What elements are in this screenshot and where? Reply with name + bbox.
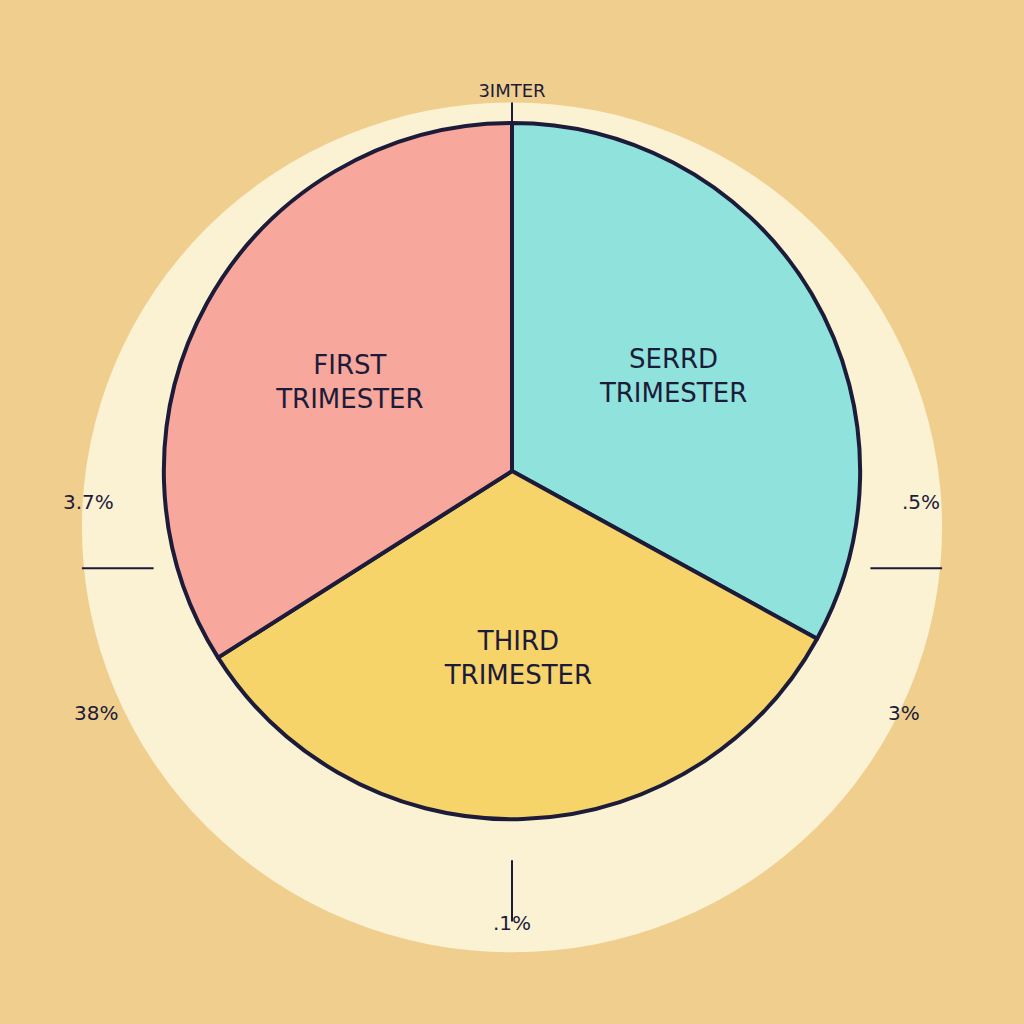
svg-text:38%: 38% bbox=[74, 701, 118, 725]
svg-text:FIRSTTRIMESTER: FIRSTTRIMESTER bbox=[275, 350, 423, 414]
svg-text:.5%: .5% bbox=[902, 490, 940, 514]
svg-text:THIRDTRIMESTER: THIRDTRIMESTER bbox=[444, 626, 592, 690]
svg-text:3IMTER: 3IMTER bbox=[478, 80, 545, 101]
svg-text:3%: 3% bbox=[888, 701, 920, 725]
svg-text:.1%: .1% bbox=[493, 911, 531, 935]
svg-text:SERRDTRIMESTER: SERRDTRIMESTER bbox=[599, 344, 747, 408]
svg-text:3.7%: 3.7% bbox=[63, 490, 114, 514]
